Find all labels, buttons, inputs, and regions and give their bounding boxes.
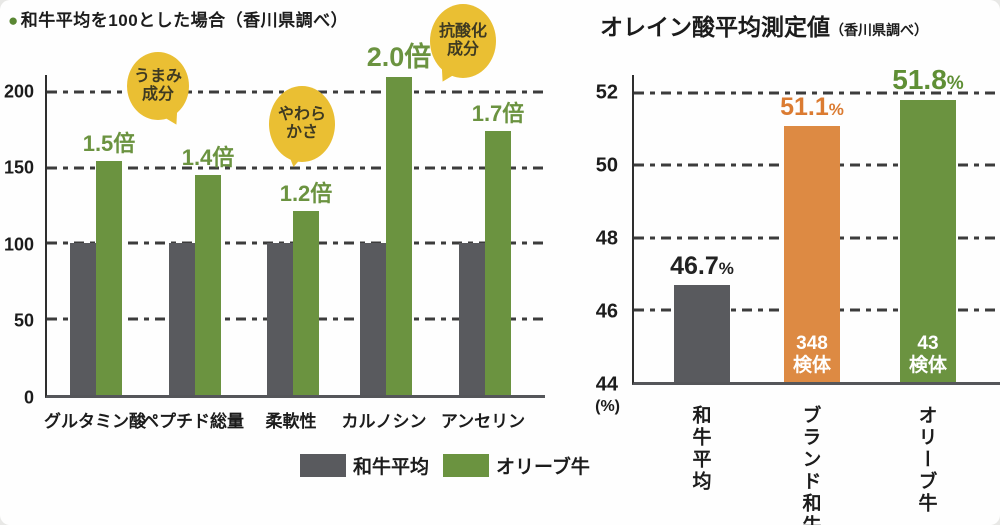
chart-wagyu-comparison: ● 和牛平均を100とした場合（香川県調べ） 0 50 100 150 200 1… (0, 0, 580, 525)
x-label-tenderness: 柔軟性 (265, 412, 317, 431)
bar-olive-beef: 1.4倍 (182, 145, 234, 395)
bar-olive-beef: 1.7倍 (472, 101, 524, 395)
x-label-carnosine: カルノシン (341, 412, 427, 431)
bar-wagyu-average (459, 243, 485, 395)
annotation-bubble-antioxidant: 抗酸化 成分 (430, 4, 496, 78)
y-axis-unit-percent: (%) (595, 398, 620, 415)
bar-olive-beef: 1.2倍 (280, 181, 332, 395)
value-label-olive-beef: 51.8% (892, 64, 963, 96)
percent-sign: % (946, 73, 964, 95)
legend-swatch-green (443, 454, 490, 477)
y-tick-100: 100 (3, 234, 34, 255)
ratio-label: 1.4倍 (181, 145, 235, 171)
x-label-peptide-total: ペプチド総量 (142, 412, 244, 431)
bar-olive-beef: 2.0倍 (367, 42, 431, 395)
legend-label-wagyu-average: 和牛平均 (353, 457, 430, 478)
sample-count-label: 348 検体 (792, 333, 831, 376)
y-tick-48: 48 (595, 227, 618, 250)
value-label-brand-wagyu: 51.1% (780, 93, 844, 122)
legend: 和牛平均 オリーブ牛 (300, 452, 590, 479)
bar-wagyu-average (360, 243, 386, 395)
value-number: 51.1 (780, 92, 829, 121)
right-plot-area: 46.7% 51.1% 348 検体 51.8% 43 検体 (632, 64, 1000, 385)
bar-group-carnosine: 2.0倍 (360, 42, 431, 395)
ratio-label: 1.5倍 (82, 131, 136, 157)
legend-item-olive-beef: オリーブ牛 (443, 452, 590, 479)
left-plot-area: 1.5倍 1.4倍 1.2倍 2.0倍 (45, 42, 545, 398)
chart-oleic-acid: オレイン酸平均測定値（香川県調べ） 44 46 48 50 52 (%) 46.… (580, 0, 1000, 525)
legend-swatch-gray (300, 454, 346, 477)
y-tick-44: 44 (595, 373, 618, 396)
gridline-52 (634, 91, 1000, 95)
right-chart-title: オレイン酸平均測定値（香川県調べ） (600, 8, 928, 42)
y-tick-150: 150 (3, 157, 34, 178)
annotation-bubble-tenderness: やわら かさ (269, 86, 335, 162)
green-bullet-icon: ● (8, 11, 19, 30)
left-chart-title: ● 和牛平均を100とした場合（香川県調べ） (8, 6, 348, 31)
x-label-glutamic-acid: グルタミン酸 (44, 412, 146, 431)
ratio-label: 1.7倍 (471, 101, 525, 127)
bar-group-peptide-total: 1.4倍 (169, 75, 234, 395)
x-label-brand-wagyu: ブランド和牛 (799, 405, 821, 525)
sample-count-label: 43 検体 (908, 333, 947, 376)
bar-olive-beef: 1.5倍 (83, 131, 135, 395)
bar-wagyu-average (70, 243, 96, 395)
right-y-axis-labels: 44 46 48 50 52 (580, 75, 624, 396)
y-tick-0: 0 (23, 387, 34, 408)
bar-wagyu-average (267, 243, 293, 395)
value-label-wagyu: 46.7% (670, 252, 734, 281)
bar-group-glutamic-acid: 1.5倍 (70, 75, 135, 395)
bar-wagyu-average: 46.7% (670, 252, 734, 382)
legend-label-olive-beef: オリーブ牛 (496, 457, 590, 478)
bar-group-anserine: 1.7倍 (459, 75, 524, 395)
left-chart-title-text: 和牛平均を100とした場合（香川県調べ） (20, 11, 349, 30)
legend-item-wagyu-average: 和牛平均 (300, 452, 429, 479)
x-label-anserine: アンセリン (440, 412, 526, 431)
y-tick-50: 50 (595, 154, 618, 177)
value-number: 51.8 (892, 64, 947, 96)
x-label-wagyu-average: 和牛平均 (689, 405, 711, 493)
percent-sign: % (828, 99, 844, 119)
percent-sign: % (718, 258, 734, 278)
x-label-olive-beef: オリーブ牛 (915, 405, 937, 515)
right-chart-title-text: オレイン酸平均測定値 (600, 14, 830, 40)
left-y-axis-labels: 0 50 100 150 200 (0, 75, 40, 407)
ratio-label: 1.2倍 (279, 181, 333, 207)
y-tick-46: 46 (595, 300, 618, 323)
annotation-bubble-umami: うまみ 成分 (127, 52, 189, 120)
bar-wagyu-average (169, 243, 195, 395)
bar-group-tenderness: 1.2倍 (267, 75, 332, 395)
y-tick-52: 52 (595, 81, 618, 104)
y-tick-200: 200 (3, 81, 34, 102)
bar-olive-beef: 51.8% 43 検体 (892, 64, 964, 382)
bar-brand-wagyu: 51.1% 348 検体 (780, 93, 844, 382)
ratio-label: 2.0倍 (366, 41, 432, 72)
value-number: 46.7 (670, 251, 719, 280)
y-tick-50: 50 (13, 310, 34, 331)
right-chart-title-note: （香川県調べ） (830, 22, 928, 38)
